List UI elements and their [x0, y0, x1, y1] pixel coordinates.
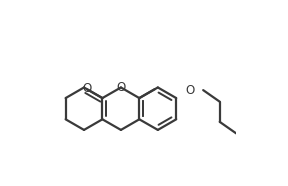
Text: O: O: [82, 82, 92, 95]
Text: O: O: [116, 81, 126, 94]
Text: O: O: [186, 84, 195, 97]
